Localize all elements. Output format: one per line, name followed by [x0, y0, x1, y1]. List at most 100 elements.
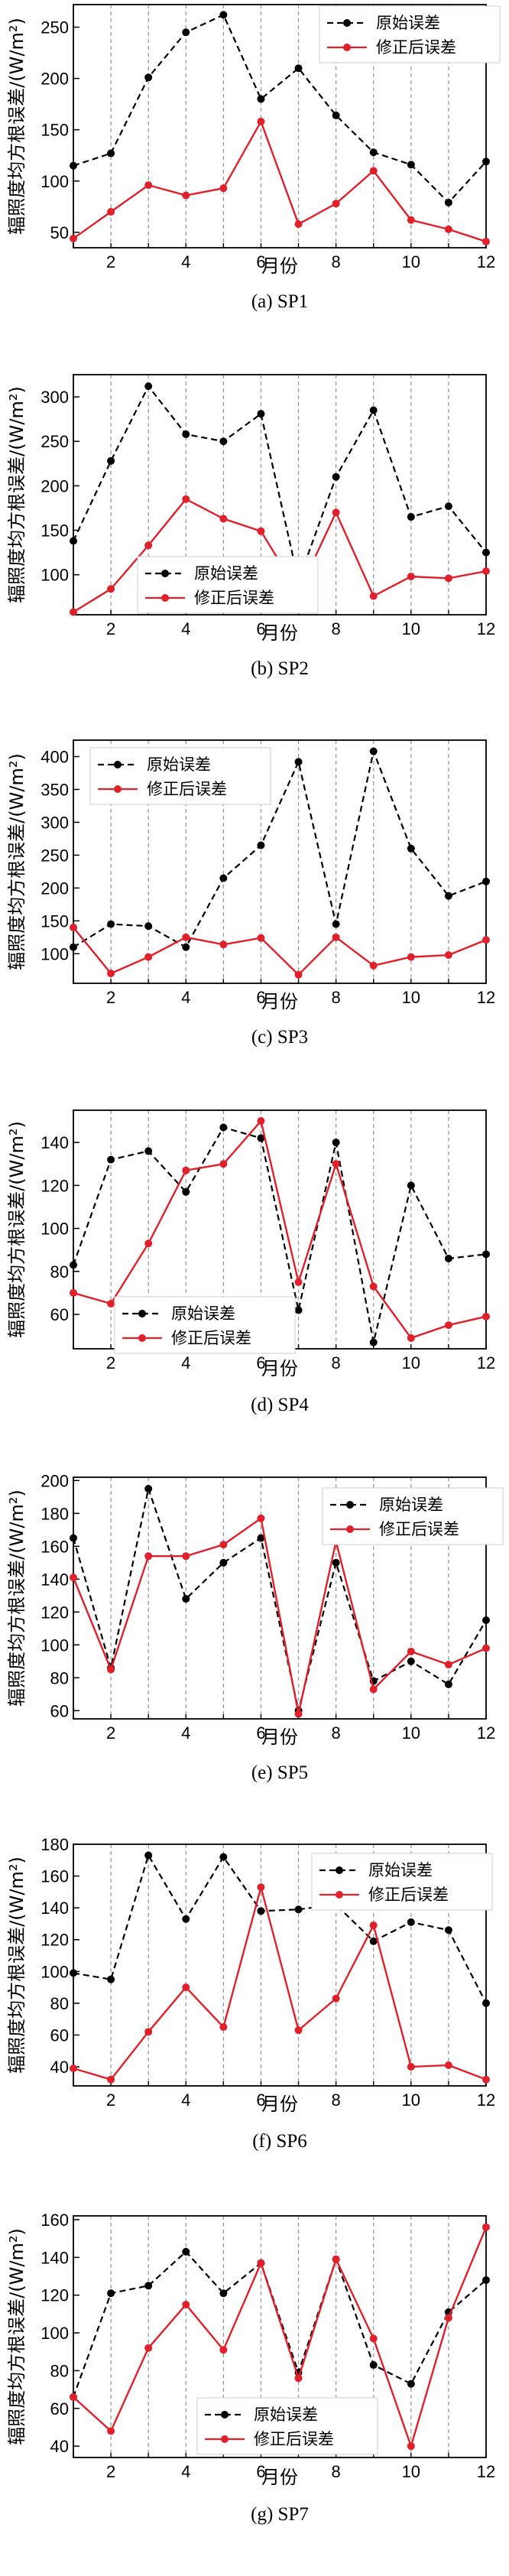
- y-tick-label: 100: [41, 172, 69, 191]
- y-tick-label: 180: [41, 1835, 69, 1854]
- point-corrected: [369, 592, 378, 600]
- point-corrected: [257, 117, 265, 125]
- point-original: [407, 1181, 415, 1190]
- legend-box: [311, 1853, 493, 1911]
- point-corrected: [144, 2028, 153, 2036]
- point-original: [482, 1999, 490, 2007]
- x-tick-label: 4: [181, 988, 190, 1007]
- point-original: [70, 1969, 77, 1977]
- point-corrected: [257, 1514, 265, 1522]
- point-corrected: [482, 1644, 490, 1652]
- x-tick-label: 6: [256, 619, 265, 638]
- y-tick-label: 400: [41, 747, 69, 766]
- point-original: [219, 437, 228, 446]
- x-tick-label: 8: [332, 1723, 341, 1743]
- legend-box: [137, 556, 319, 614]
- point-original: [369, 406, 378, 414]
- y-axis-title: 辐照度均方根误差/(W/m²): [6, 753, 28, 970]
- point-corrected: [294, 2374, 303, 2383]
- legend-box: [114, 1296, 296, 1354]
- point-original: [144, 382, 153, 391]
- point-corrected: [332, 1994, 340, 2003]
- x-tick-label: 12: [477, 2462, 495, 2481]
- point-original: [482, 158, 490, 166]
- point-original: [219, 1853, 228, 1861]
- y-tick-label: 300: [41, 813, 69, 832]
- point-corrected: [294, 1710, 303, 1718]
- x-axis-title: 月份: [261, 1727, 298, 1748]
- point-original: [107, 2289, 115, 2298]
- y-tick-label: 100: [41, 2324, 69, 2343]
- point-corrected: [144, 1552, 153, 1561]
- y-tick-label: 150: [41, 121, 69, 140]
- point-original: [332, 1139, 340, 1147]
- y-tick-label: 200: [41, 70, 69, 89]
- chart-panel-7: 40 60 80 100 120 140 160 2 4 6 8 10 12 月份 辐照度均方根误差/(W/…: [6, 2211, 495, 2525]
- x-tick-label: 2: [106, 1353, 115, 1372]
- chart-caption: (c) SP3: [251, 1027, 308, 1048]
- legend-item-original-marker: [336, 1866, 343, 1874]
- x-tick-label: 4: [181, 252, 190, 271]
- x-tick-label: 4: [181, 619, 190, 638]
- point-corrected: [332, 2255, 340, 2263]
- series-line-original: [73, 748, 487, 949]
- y-tick-label: 180: [41, 1504, 69, 1523]
- x-tick-label: 10: [402, 2462, 420, 2481]
- point-corrected: [482, 237, 490, 245]
- legend-item-original-label: 原始误差: [368, 1861, 433, 1879]
- point-original: [70, 161, 77, 170]
- point-original: [407, 2379, 415, 2388]
- y-tick-label: 120: [41, 1176, 69, 1195]
- y-tick-label: 120: [41, 1603, 69, 1622]
- point-corrected: [369, 167, 378, 175]
- point-original: [70, 1534, 77, 1542]
- chart-caption: (d) SP4: [251, 1395, 309, 1415]
- y-tick-label: 160: [41, 1537, 69, 1556]
- point-corrected: [107, 970, 115, 978]
- plot-frame: [73, 1476, 487, 1720]
- point-original: [219, 1558, 228, 1567]
- x-tick-label: 10: [402, 252, 420, 271]
- point-corrected: [407, 1333, 415, 1342]
- point-corrected: [407, 2063, 415, 2071]
- y-tick-label: 50: [50, 223, 69, 242]
- point-original: [332, 1558, 340, 1567]
- y-tick-label: 200: [41, 476, 69, 495]
- point-original: [294, 64, 303, 73]
- point-original: [294, 1905, 303, 1914]
- point-corrected: [257, 2259, 265, 2267]
- point-corrected: [257, 934, 265, 942]
- legend-item-corrected-label: 修正后误差: [368, 1886, 449, 1904]
- y-axis-title: 辐照度均方根误差/(W/m²): [6, 1121, 28, 1338]
- x-tick-label: 6: [256, 1353, 265, 1372]
- chart-caption: (b) SP2: [251, 658, 309, 679]
- point-original: [70, 1261, 77, 1269]
- point-corrected: [70, 2393, 77, 2401]
- legend-item-corrected-label: 修正后误差: [147, 780, 227, 798]
- legend-item-corrected-marker: [221, 2435, 229, 2443]
- point-corrected: [107, 2075, 115, 2084]
- x-tick-label: 12: [477, 988, 495, 1007]
- point-original: [144, 1851, 153, 1860]
- point-original: [257, 1534, 265, 1542]
- point-original: [332, 920, 340, 928]
- point-original: [144, 922, 153, 931]
- y-tick-label: 100: [41, 944, 69, 963]
- point-original: [444, 1254, 452, 1262]
- y-axis-title: 辐照度均方根误差/(W/m²): [6, 386, 28, 603]
- x-tick-label: 2: [106, 988, 115, 1007]
- point-corrected: [144, 2344, 153, 2352]
- x-tick-label: 12: [477, 252, 495, 271]
- legend-item-corrected-label: 修正后误差: [254, 2430, 334, 2448]
- x-tick-label: 10: [402, 2090, 420, 2110]
- point-original: [407, 1657, 415, 1665]
- point-corrected: [219, 2346, 228, 2354]
- point-original: [407, 513, 415, 521]
- point-corrected: [257, 527, 265, 535]
- point-corrected: [107, 1299, 115, 1307]
- legend-item-corrected-marker: [336, 1891, 343, 1899]
- legend-item-corrected-label: 修正后误差: [379, 1520, 459, 1538]
- plot-frame: [73, 739, 487, 984]
